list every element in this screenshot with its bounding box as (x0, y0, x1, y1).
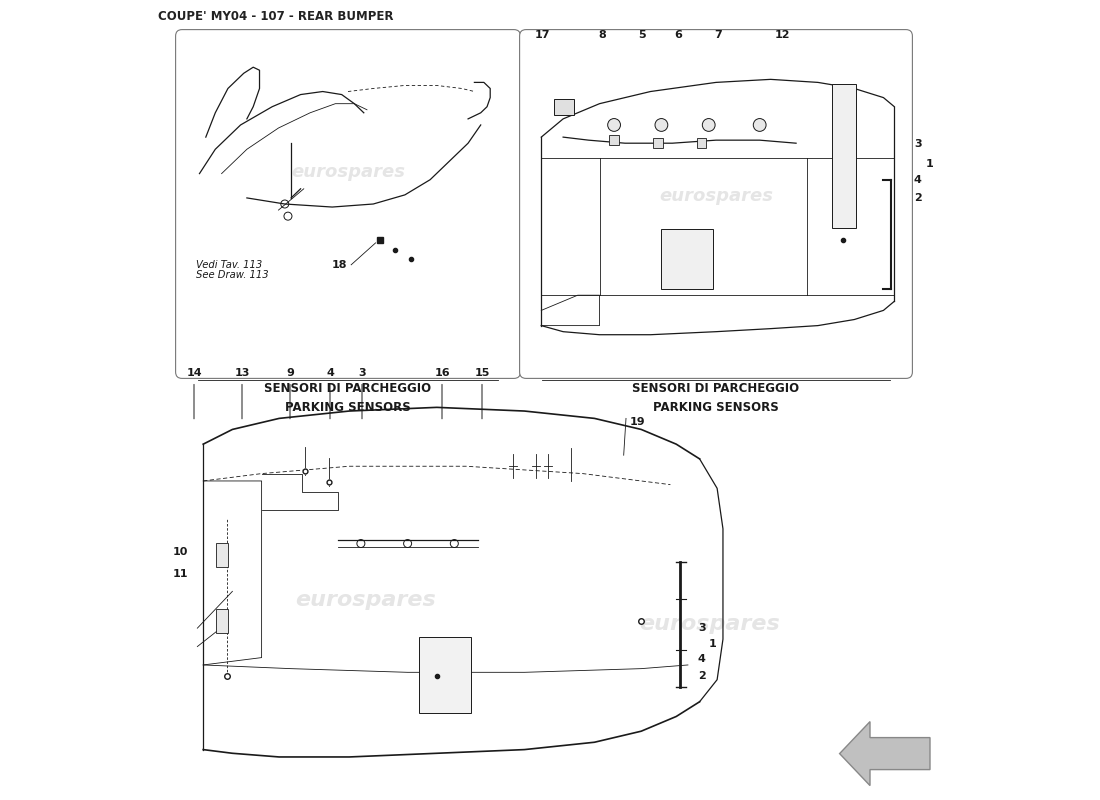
FancyBboxPatch shape (176, 30, 520, 378)
Text: 5: 5 (638, 30, 646, 39)
Text: 9: 9 (286, 367, 294, 378)
Text: 6: 6 (674, 30, 682, 39)
Text: eurospares: eurospares (296, 590, 437, 610)
Text: 19: 19 (630, 418, 646, 427)
Text: SENSORI DI PARCHEGGIO: SENSORI DI PARCHEGGIO (632, 382, 800, 394)
Text: 2: 2 (698, 671, 706, 681)
Circle shape (702, 118, 715, 131)
Text: 1: 1 (926, 159, 934, 169)
Text: See Draw. 113: See Draw. 113 (196, 270, 268, 280)
Circle shape (754, 118, 766, 131)
Text: 12: 12 (774, 30, 790, 39)
Bar (216, 609, 228, 633)
Bar (216, 542, 228, 566)
Bar (653, 138, 662, 148)
Text: 14: 14 (186, 367, 201, 378)
Polygon shape (839, 722, 930, 786)
Text: 7: 7 (714, 30, 722, 39)
Text: 1: 1 (708, 639, 716, 649)
Text: 2: 2 (914, 193, 922, 202)
Text: 16: 16 (434, 367, 450, 378)
Text: SENSORI DI PARCHEGGIO: SENSORI DI PARCHEGGIO (264, 382, 431, 394)
Text: eurospares: eurospares (292, 163, 405, 181)
Text: 3: 3 (698, 623, 705, 633)
Circle shape (607, 118, 620, 131)
Text: 18: 18 (332, 260, 348, 270)
Bar (661, 229, 714, 289)
Text: 3: 3 (914, 139, 922, 149)
Text: Vedi Tav. 113: Vedi Tav. 113 (196, 259, 263, 270)
Text: PARKING SENSORS: PARKING SENSORS (653, 401, 779, 414)
Circle shape (654, 118, 668, 131)
Text: PARKING SENSORS: PARKING SENSORS (285, 401, 411, 414)
Text: 4: 4 (698, 654, 706, 664)
FancyBboxPatch shape (519, 30, 912, 378)
Text: 4: 4 (914, 175, 922, 185)
Text: 8: 8 (598, 30, 606, 39)
Bar (419, 637, 471, 713)
Text: 17: 17 (535, 30, 550, 39)
Bar (696, 138, 706, 148)
Text: 13: 13 (234, 367, 250, 378)
Bar (833, 84, 857, 228)
Bar (553, 98, 573, 114)
Text: 15: 15 (474, 367, 490, 378)
Text: 11: 11 (173, 569, 188, 578)
Text: eurospares: eurospares (639, 614, 780, 634)
Text: 3: 3 (359, 367, 366, 378)
Text: 10: 10 (173, 547, 188, 557)
Text: COUPE' MY04 - 107 - REAR BUMPER: COUPE' MY04 - 107 - REAR BUMPER (158, 10, 394, 22)
Text: 4: 4 (326, 367, 334, 378)
Text: eurospares: eurospares (659, 187, 773, 205)
Bar (609, 135, 619, 145)
